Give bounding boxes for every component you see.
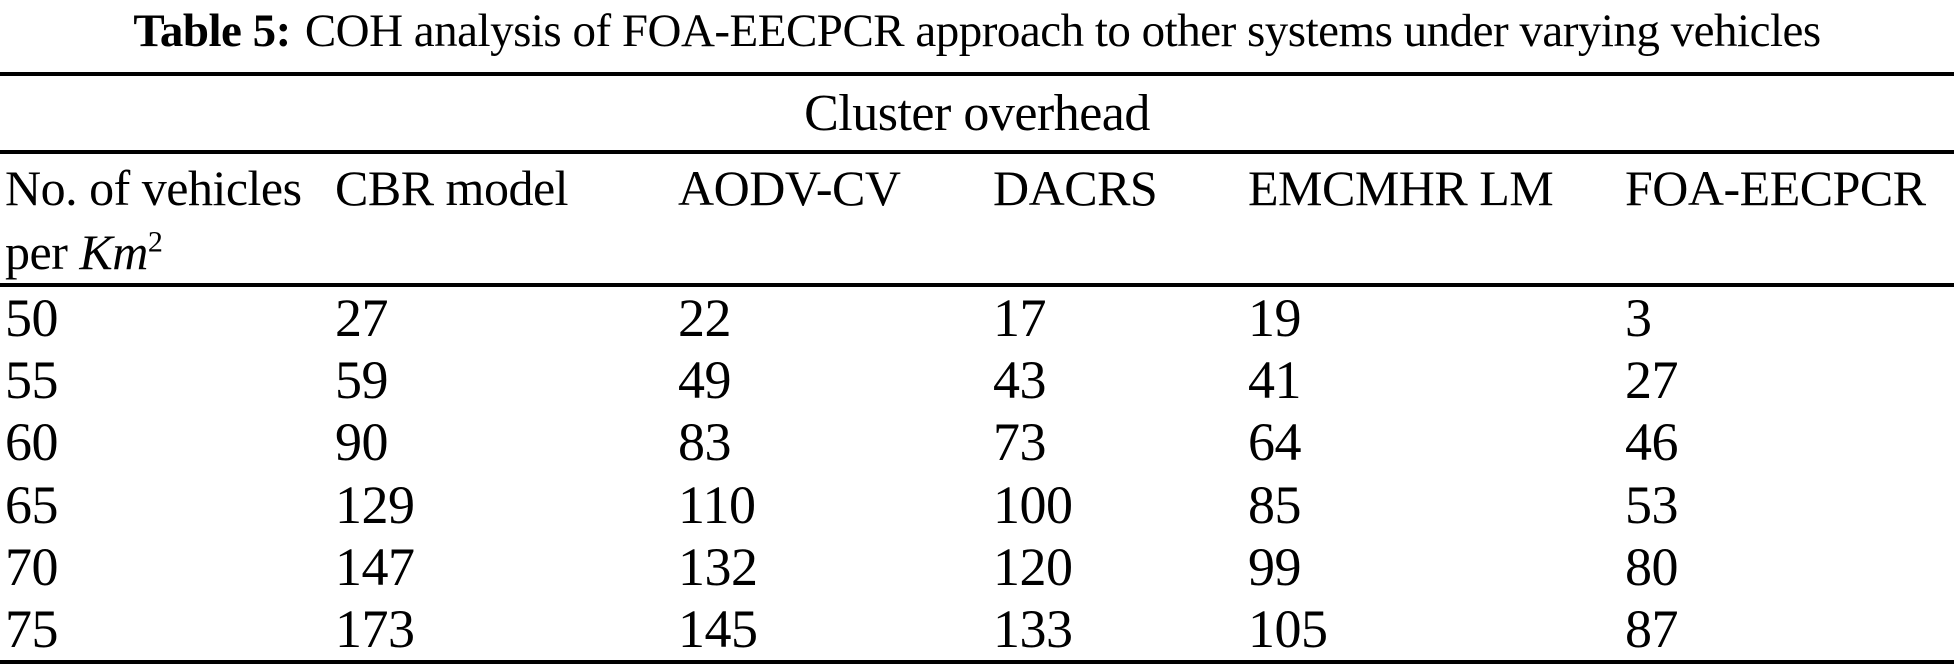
header-rule (0, 283, 1954, 287)
cell-cbr: 90 (335, 412, 389, 473)
cell-dacrs: 43 (993, 350, 1047, 411)
cell-aodv: 22 (678, 288, 732, 349)
cell-foa: 46 (1625, 412, 1679, 473)
table-row: 75 173 145 133 105 87 (0, 598, 1954, 660)
col-header-vehicles-unit: Km (79, 224, 148, 280)
col-header-aodv-cv: AODV-CV (678, 160, 901, 216)
cell-aodv: 83 (678, 412, 732, 473)
col-header-vehicles-line2-prefix: per (5, 224, 80, 280)
cell-emcmhr: 19 (1248, 288, 1302, 349)
group-header-rule (0, 150, 1954, 154)
table-row: 65 129 110 100 85 53 (0, 474, 1954, 536)
bottom-rule (0, 660, 1954, 664)
table-row: 50 27 22 17 19 3 (0, 287, 1954, 349)
cell-aodv: 110 (678, 474, 756, 535)
cell-aodv: 49 (678, 350, 732, 411)
table-caption: Table 5: COH analysis of FOA-EECPCR appro… (0, 0, 1954, 72)
group-header-band: Cluster overhead (0, 76, 1954, 150)
col-header-cbr-model: CBR model (335, 160, 569, 216)
cell-aodv: 132 (678, 536, 758, 597)
cell-vehicles: 50 (5, 288, 59, 349)
col-header-dacrs: DACRS (993, 160, 1158, 216)
cell-foa: 3 (1625, 288, 1652, 349)
cell-foa: 87 (1625, 598, 1679, 659)
cell-dacrs: 120 (993, 536, 1073, 597)
cell-emcmhr: 64 (1248, 412, 1302, 473)
cell-vehicles: 70 (5, 536, 59, 597)
cell-cbr: 27 (335, 288, 389, 349)
cell-aodv: 145 (678, 598, 758, 659)
cell-emcmhr: 41 (1248, 350, 1302, 411)
table-row: 60 90 83 73 64 46 (0, 411, 1954, 473)
cell-vehicles: 60 (5, 412, 59, 473)
cell-emcmhr: 85 (1248, 474, 1302, 535)
cell-foa: 53 (1625, 474, 1679, 535)
cell-vehicles: 65 (5, 474, 59, 535)
col-header-emcmhr-lm: EMCMHR LM (1248, 160, 1554, 216)
table-row: 70 147 132 120 99 80 (0, 536, 1954, 598)
cell-vehicles: 75 (5, 598, 59, 659)
header-row: No. of vehicles per Km2 CBR model AODV-C… (0, 154, 1954, 283)
col-header-vehicles-unit-sup: 2 (147, 225, 163, 259)
group-header-label: Cluster overhead (804, 84, 1150, 142)
cell-foa: 80 (1625, 536, 1679, 597)
top-rule (0, 72, 1954, 76)
coh-table: Cluster overhead No. of vehicles per Km2… (0, 72, 1954, 664)
table-row: 55 59 49 43 41 27 (0, 349, 1954, 411)
cell-cbr: 59 (335, 350, 389, 411)
caption-label: Table 5: (133, 5, 291, 57)
col-header-vehicles: No. of vehicles per Km2 (0, 156, 335, 284)
table-body: 50 27 22 17 19 3 55 59 49 43 41 27 60 90… (0, 287, 1954, 660)
cell-dacrs: 73 (993, 412, 1047, 473)
cell-cbr: 173 (335, 598, 415, 659)
cell-dacrs: 133 (993, 598, 1073, 659)
cell-cbr: 147 (335, 536, 415, 597)
cell-dacrs: 17 (993, 288, 1047, 349)
cell-foa: 27 (1625, 350, 1679, 411)
cell-vehicles: 55 (5, 350, 59, 411)
cell-emcmhr: 105 (1248, 598, 1328, 659)
cell-emcmhr: 99 (1248, 536, 1302, 597)
col-header-vehicles-line1: No. of vehicles (5, 160, 302, 216)
cell-dacrs: 100 (993, 474, 1073, 535)
caption-text: COH analysis of FOA-EECPCR approach to o… (304, 5, 1821, 57)
cell-cbr: 129 (335, 474, 415, 535)
col-header-foa-eecpcr: FOA-EECPCR (1625, 160, 1926, 216)
